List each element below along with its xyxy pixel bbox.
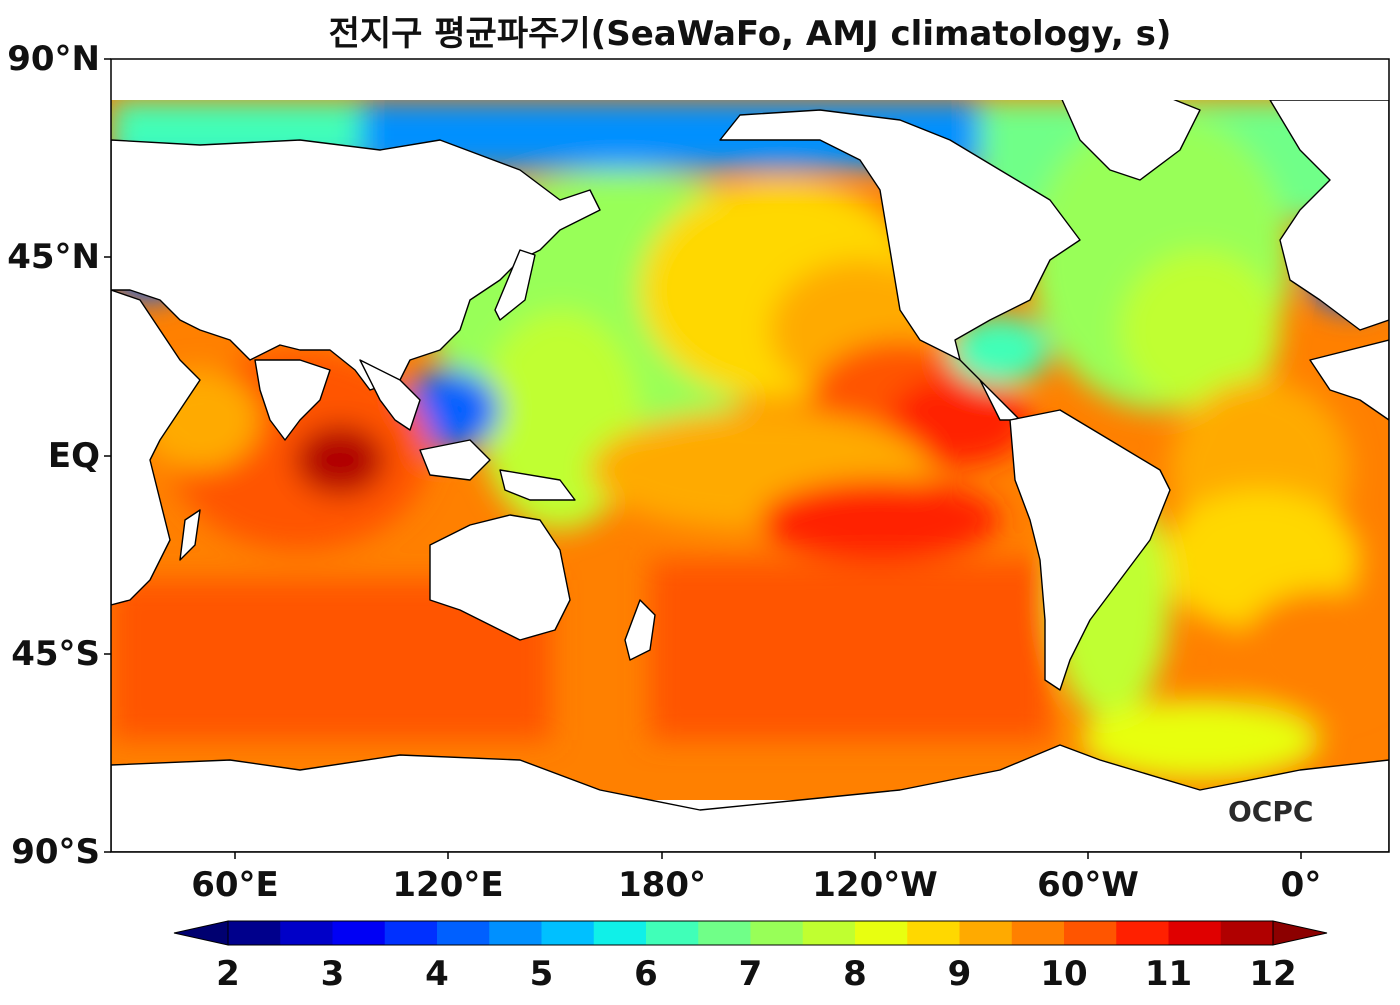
lat-label-90n: 90°N: [7, 39, 100, 79]
colorbar-segment: [1168, 921, 1222, 945]
colorbar-tick-label: 10: [1040, 954, 1088, 994]
colorbar-tick-label: 12: [1249, 954, 1297, 994]
lon-label-180: 180°: [618, 865, 706, 905]
colorbar-segment: [698, 921, 751, 945]
colorbar-tick-label: 6: [634, 954, 658, 994]
lon-label-60e: 60°E: [191, 865, 279, 905]
colorbar-segment: [332, 921, 386, 945]
colorbar-tick-label: 3: [320, 954, 345, 994]
colorbar-segment: [228, 921, 281, 945]
colorbar-segment: [384, 921, 438, 945]
colorbar-segment: [593, 921, 647, 945]
colorbar-extend-high: [1272, 920, 1328, 946]
colorbar: [173, 920, 1328, 946]
lon-label-120e: 120°E: [392, 865, 504, 905]
colorbar-tick-label: 9: [947, 954, 972, 994]
lon-label-0: 0°: [1280, 865, 1322, 905]
colorbar-extend-low: [173, 920, 229, 946]
colorbar-segment: [750, 921, 804, 945]
colorbar-segment: [855, 921, 908, 945]
lat-label-45s: 45°S: [11, 634, 100, 674]
colorbar-tick-label: 4: [425, 954, 449, 994]
colorbar-tick-label: 11: [1144, 954, 1193, 994]
colorbar-segment: [1064, 921, 1117, 945]
colorbar-segment: [280, 921, 333, 945]
lon-label-60w: 60°W: [1037, 865, 1139, 905]
colorbar-segment: [489, 921, 542, 945]
colorbar-segment: [907, 921, 960, 945]
map-title: 전지구 평균파주기(SeaWaFo, AMJ climatology, s): [328, 14, 1172, 54]
lat-label-eq: EQ: [47, 436, 100, 476]
colorbar-segment: [802, 921, 856, 945]
colorbar-segment: [1011, 921, 1065, 945]
ocpc-logo: OCPC: [1228, 795, 1314, 828]
lat-label-45n: 45°N: [7, 237, 100, 277]
lon-label-120w: 120°W: [812, 865, 938, 905]
colorbar-frame: [227, 920, 1274, 946]
wave-period-field: [111, 59, 1389, 852]
axis-ticks: [104, 58, 1302, 859]
colorbar-tick-label: 8: [843, 954, 867, 994]
colorbar-tick-label: 5: [529, 954, 554, 994]
colorbar-segment: [646, 921, 699, 945]
colorbar-segment: [959, 921, 1013, 945]
colorbar-tick-label: 7: [738, 954, 763, 994]
colorbar-segment: [541, 921, 595, 945]
lat-label-90s: 90°S: [11, 832, 100, 872]
colorbar-segment: [1220, 921, 1274, 945]
colorbar-tick-label: 2: [216, 954, 240, 994]
colorbar-segment: [437, 921, 490, 945]
colorbar-segment: [1116, 921, 1169, 945]
